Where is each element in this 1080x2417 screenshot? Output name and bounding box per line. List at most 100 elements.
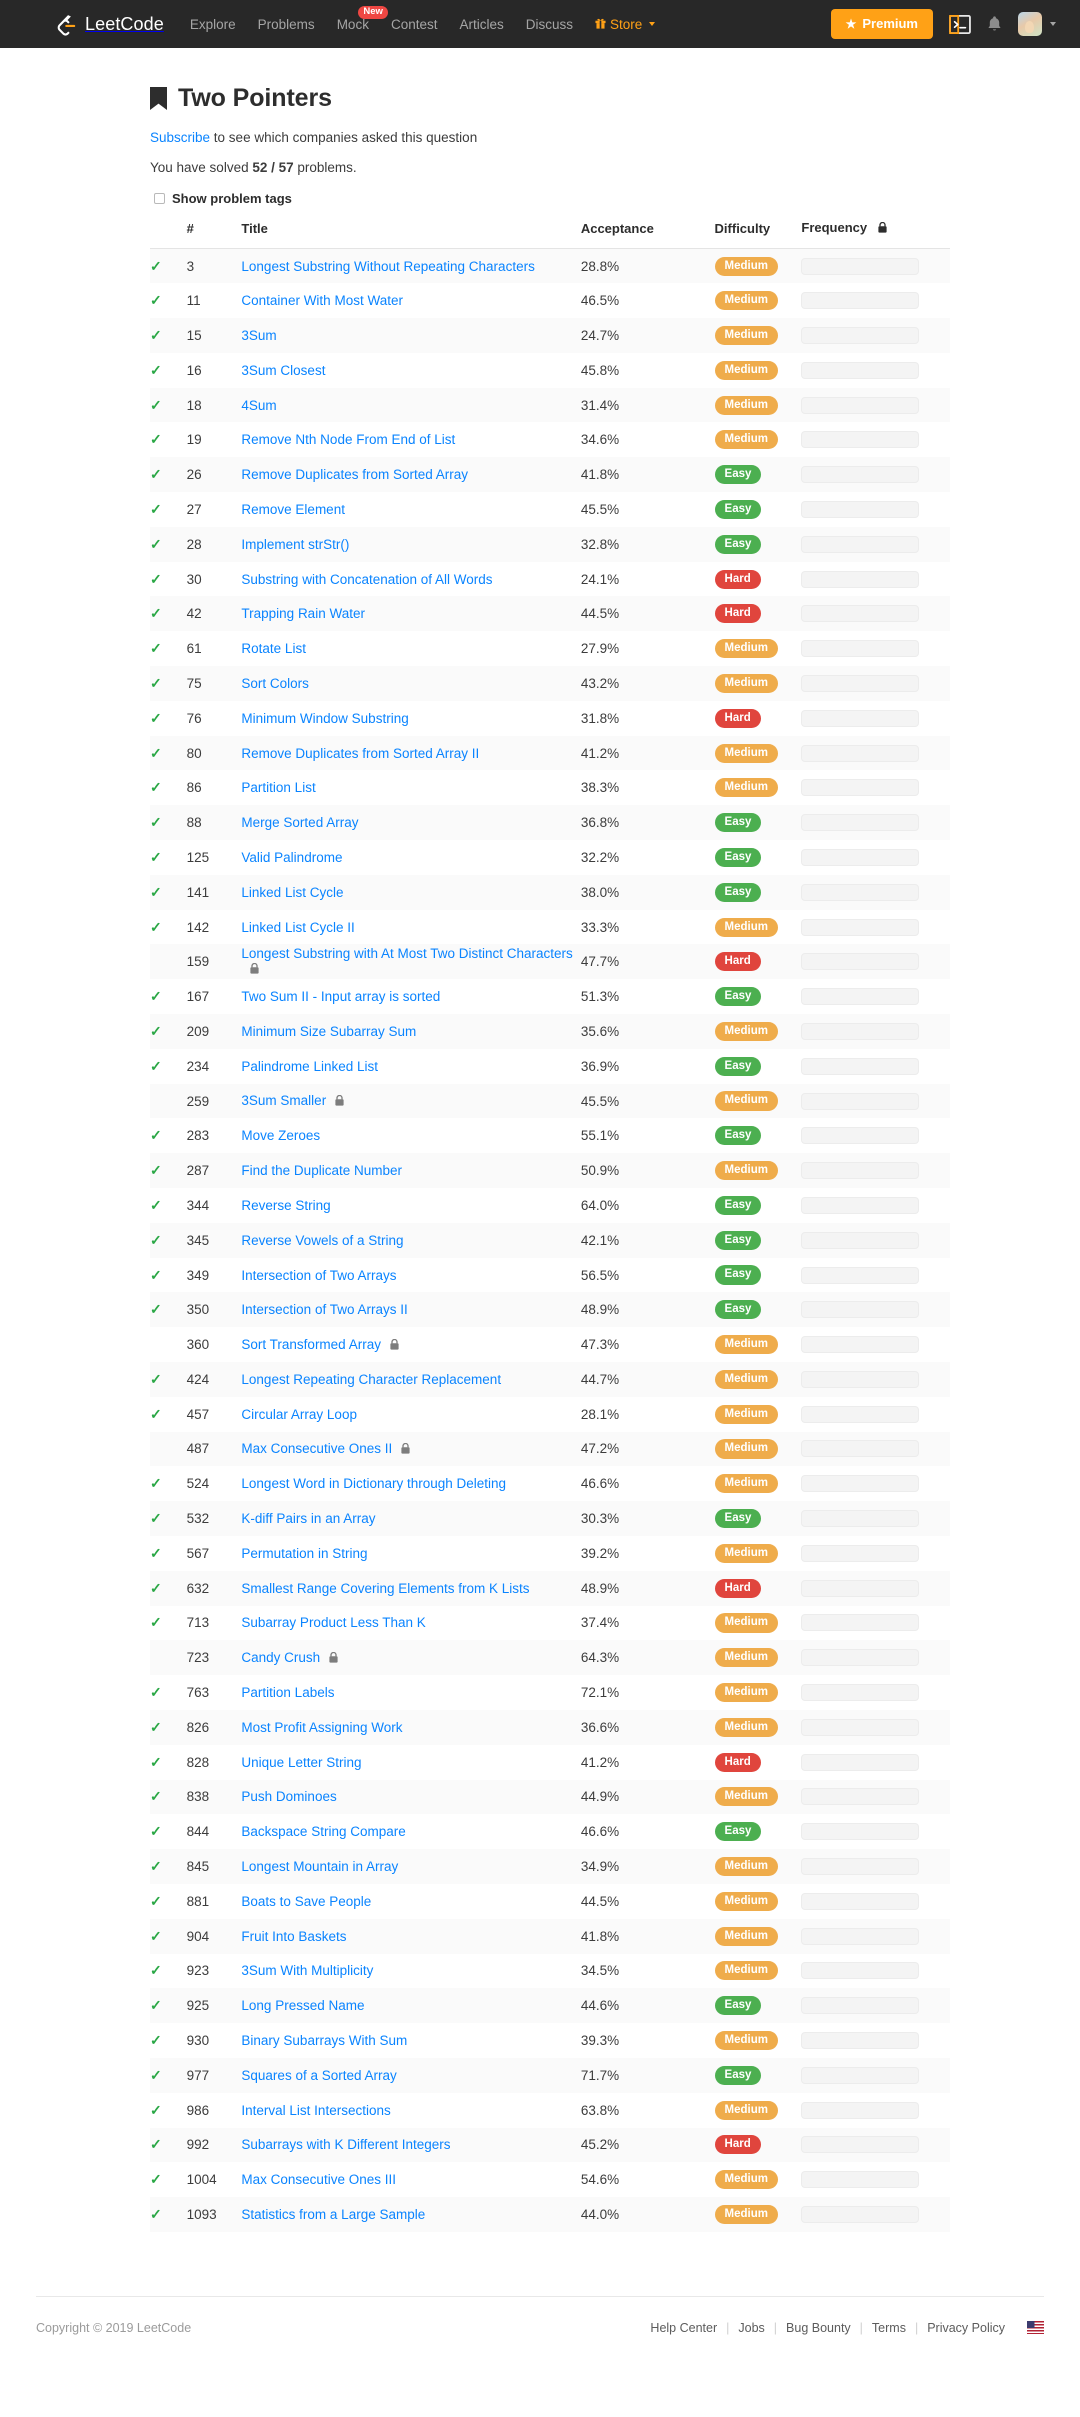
table-row[interactable]: ✓ 18 4Sum 31.4% Medium — [150, 387, 950, 423]
playground-console-icon[interactable] — [949, 14, 971, 34]
table-row[interactable]: ✓ 567 Permutation in String 39.2% Medium — [150, 1535, 950, 1571]
table-row[interactable]: ✓ 828 Unique Letter String 41.2% Hard — [150, 1744, 950, 1780]
table-row[interactable]: ✓ 283 Move Zeroes 55.1% Easy — [150, 1118, 950, 1154]
table-row[interactable]: ✓ 16 3Sum Closest 45.8% Medium — [150, 352, 950, 388]
column-header-acceptance[interactable]: Acceptance — [580, 220, 715, 249]
table-row[interactable]: ✓ 532 K-diff Pairs in an Array 30.3% Easy — [150, 1501, 950, 1536]
problem-title-link[interactable]: 3Sum With Multiplicity — [241, 1963, 374, 1979]
table-row[interactable]: 360 Sort Transformed Array 47.3% Medium — [150, 1327, 950, 1362]
table-row[interactable]: ✓ 28 Implement strStr() 32.8% Easy — [150, 526, 950, 562]
problem-title-link[interactable]: Most Profit Assigning Work — [241, 1719, 403, 1735]
problem-title-link[interactable]: Binary Subarrays With Sum — [241, 2033, 408, 2049]
problem-title-link[interactable]: Minimum Size Subarray Sum — [241, 1023, 417, 1039]
problem-title-link[interactable]: Intersection of Two Arrays — [241, 1267, 397, 1283]
problem-title-link[interactable]: Remove Duplicates from Sorted Array — [241, 467, 468, 483]
footer-link-terms[interactable]: Terms — [871, 2320, 906, 2335]
problem-title-link[interactable]: Longest Substring Without Repeating Char… — [241, 258, 535, 274]
problem-title-link[interactable]: Statistics from a Large Sample — [241, 2207, 426, 2223]
nav-item-discuss[interactable]: Discuss — [526, 17, 573, 32]
problem-title-link[interactable]: Linked List Cycle II — [241, 919, 355, 935]
brand-home-link[interactable]: LeetCode — [55, 13, 164, 36]
problem-title-link[interactable]: Squares of a Sorted Array — [241, 2067, 397, 2083]
table-row[interactable]: ✓ 930 Binary Subarrays With Sum 39.3% Medium — [150, 2023, 950, 2058]
table-row[interactable]: 723 Candy Crush 64.3% Medium — [150, 1640, 950, 1676]
problem-title-link[interactable]: Backspace String Compare — [241, 1824, 406, 1840]
table-row[interactable]: ✓ 713 Subarray Product Less Than K 37.4% Med… — [150, 1605, 950, 1641]
table-row[interactable]: ✓ 88 Merge Sorted Array 36.8% Easy — [150, 805, 950, 841]
table-row[interactable]: ✓ 76 Minimum Window Substring 31.8% Hard — [150, 700, 950, 736]
footer-link-help-center[interactable]: Help Center — [650, 2320, 718, 2335]
problem-title-link[interactable]: Push Dominoes — [241, 1789, 337, 1805]
problem-title-link[interactable]: Remove Nth Node From End of List — [241, 432, 456, 448]
table-row[interactable]: ✓ 75 Sort Colors 43.2% Medium — [150, 666, 950, 701]
table-row[interactable]: ✓ 209 Minimum Size Subarray Sum 35.6% Medium — [150, 1014, 950, 1049]
table-row[interactable]: ✓ 992 Subarrays with K Different Integers 4… — [150, 2127, 950, 2163]
nav-item-articles[interactable]: Articles — [459, 17, 503, 32]
problem-title-link[interactable]: Linked List Cycle — [241, 884, 344, 900]
column-header-difficulty[interactable]: Difficulty — [714, 220, 802, 249]
problem-title-link[interactable]: Intersection of Two Arrays II — [241, 1302, 408, 1318]
table-row[interactable]: 259 3Sum Smaller 45.5% Medium — [150, 1083, 950, 1119]
problem-title-link[interactable]: Valid Palindrome — [241, 849, 343, 865]
problem-title-link[interactable]: Two Sum II - Input array is sorted — [241, 989, 441, 1005]
table-row[interactable]: 487 Max Consecutive Ones II 47.2% Medium — [150, 1431, 950, 1467]
problem-title-link[interactable]: 3Sum — [241, 327, 277, 343]
problem-title-link[interactable]: Longest Mountain in Array — [241, 1859, 399, 1875]
problem-title-link[interactable]: Palindrome Linked List — [241, 1058, 378, 1074]
problem-title-link[interactable]: 3Sum Closest — [241, 362, 326, 378]
table-row[interactable]: ✓ 42 Trapping Rain Water 44.5% Hard — [150, 596, 950, 632]
table-row[interactable]: ✓ 167 Two Sum II - Input array is sorted 51… — [150, 979, 950, 1015]
table-row[interactable]: ✓ 61 Rotate List 27.9% Medium — [150, 631, 950, 667]
problem-title-link[interactable]: Substring with Concatenation of All Word… — [241, 571, 493, 587]
problem-title-link[interactable]: Reverse String — [241, 1197, 331, 1213]
table-row[interactable]: ✓ 904 Fruit Into Baskets 41.8% Medium — [150, 1918, 950, 1954]
problem-title-link[interactable]: Sort Transformed Array — [241, 1336, 381, 1352]
table-row[interactable]: ✓ 345 Reverse Vowels of a String 42.1% Easy — [150, 1222, 950, 1258]
table-row[interactable]: ✓ 141 Linked List Cycle 38.0% Easy — [150, 874, 950, 910]
premium-button[interactable]: ★ Premium — [830, 9, 933, 39]
show-problem-tags-row[interactable]: Show problem tags — [150, 191, 950, 206]
table-row[interactable]: ✓ 80 Remove Duplicates from Sorted Array I… — [150, 735, 950, 771]
table-row[interactable]: ✓ 632 Smallest Range Covering Elements fro… — [150, 1570, 950, 1606]
problem-title-link[interactable]: Container With Most Water — [241, 293, 403, 309]
problem-title-link[interactable]: Reverse Vowels of a String — [241, 1232, 404, 1248]
column-header-id[interactable]: # — [186, 220, 242, 249]
table-row[interactable]: ✓ 845 Longest Mountain in Array 34.9% Medium — [150, 1849, 950, 1884]
problem-title-link[interactable]: Longest Repeating Character Replacement — [241, 1371, 502, 1387]
notification-bell-icon[interactable] — [987, 15, 1002, 33]
show-problem-tags-label[interactable]: Show problem tags — [172, 191, 292, 206]
table-row[interactable]: ✓ 19 Remove Nth Node From End of List 34.6%… — [150, 422, 950, 458]
problem-title-link[interactable]: Partition Labels — [241, 1685, 335, 1701]
footer-link-bug-bounty[interactable]: Bug Bounty — [786, 2320, 851, 2335]
table-row[interactable]: ✓ 125 Valid Palindrome 32.2% Easy — [150, 840, 950, 875]
table-row[interactable]: ✓ 881 Boats to Save People 44.5% Medium — [150, 1883, 950, 1919]
table-row[interactable]: ✓ 763 Partition Labels 72.1% Medium — [150, 1675, 950, 1710]
table-row[interactable]: ✓ 15 3Sum 24.7% Medium — [150, 318, 950, 353]
show-problem-tags-checkbox[interactable] — [154, 193, 165, 204]
problem-title-link[interactable]: Longest Word in Dictionary through Delet… — [241, 1476, 507, 1492]
column-header-title[interactable]: Title — [241, 220, 581, 249]
problem-title-link[interactable]: 3Sum Smaller — [241, 1093, 327, 1109]
table-row[interactable]: ✓ 524 Longest Word in Dictionary through D… — [150, 1466, 950, 1502]
table-row[interactable]: ✓ 27 Remove Element 45.5% Easy — [150, 492, 950, 527]
table-row[interactable]: ✓ 424 Longest Repeating Character Replacem… — [150, 1362, 950, 1397]
table-row[interactable]: 159 Longest Substring with At Most Two Di… — [150, 944, 950, 980]
problem-title-link[interactable]: Move Zeroes — [241, 1128, 321, 1144]
problem-title-link[interactable]: Merge Sorted Array — [241, 815, 359, 831]
table-row[interactable]: ✓ 977 Squares of a Sorted Array 71.7% Easy — [150, 2057, 950, 2093]
problem-title-link[interactable]: Trapping Rain Water — [241, 606, 365, 622]
footer-link-jobs[interactable]: Jobs — [738, 2320, 765, 2335]
problem-title-link[interactable]: Subarrays with K Different Integers — [241, 2137, 451, 2153]
problem-title-link[interactable]: Candy Crush — [241, 1649, 321, 1665]
problem-title-link[interactable]: Longest Substring with At Most Two Disti… — [241, 946, 573, 962]
table-row[interactable]: ✓ 86 Partition List 38.3% Medium — [150, 770, 950, 806]
problem-title-link[interactable]: Remove Element — [241, 501, 345, 517]
problem-title-link[interactable]: Permutation in String — [241, 1545, 368, 1561]
problem-title-link[interactable]: Remove Duplicates from Sorted Array II — [241, 745, 480, 761]
user-menu[interactable] — [1018, 12, 1056, 36]
table-row[interactable]: ✓ 234 Palindrome Linked List 36.9% Easy — [150, 1048, 950, 1084]
problem-title-link[interactable]: Sort Colors — [241, 675, 309, 691]
nav-item-mock[interactable]: Mock New — [337, 5, 388, 32]
problem-title-link[interactable]: Partition List — [241, 780, 316, 796]
table-row[interactable]: ✓ 287 Find the Duplicate Number 50.9% Medium — [150, 1153, 950, 1189]
